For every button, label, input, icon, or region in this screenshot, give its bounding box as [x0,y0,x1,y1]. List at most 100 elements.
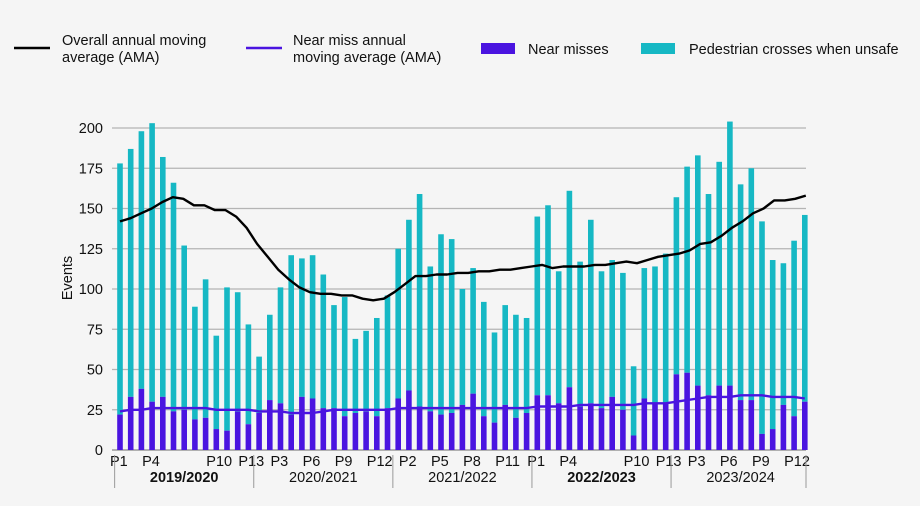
bar-pedestrian-crosses-unsafe [320,274,327,409]
x-tick-label: P9 [752,454,770,470]
legend-near-misses-swatch [481,43,515,54]
bar-near-misses [748,400,755,450]
bar-near-misses [737,400,744,450]
legend-near-misses-label: Near misses [528,42,609,58]
legend-pedestrian-label: Pedestrian crosses when unsafe [689,42,899,58]
legend-overall-ama-label: Overall annual moving average (AMA) [62,33,206,66]
bar-near-misses [577,406,583,450]
bar-near-misses [759,433,765,450]
bar-near-misses [566,387,573,450]
x-tick-label: P3 [688,454,706,470]
y-tick-label: 150 [79,202,103,218]
bar-near-misses [331,408,337,450]
y-tick-label: 0 [95,443,103,459]
bar-near-misses [673,374,680,450]
y-axis-ticks: 0 25 50 75 100 125 150 175 200 [79,121,103,459]
group-label: 2021/2022 [428,470,497,486]
bar-pedestrian-crosses-unsafe [341,297,348,417]
bar-near-misses [555,403,562,450]
bar-pedestrian-crosses-unsafe [652,266,658,404]
bar-pedestrian-crosses-unsafe [641,268,648,399]
bar-near-misses [427,411,434,450]
x-tick-label: P10 [206,454,232,470]
bar-pedestrian-crosses-unsafe [363,330,369,412]
legend-near-miss-ama-label: Near miss annual moving average (AMA) [293,33,441,66]
bars [117,121,808,450]
bar-pedestrian-crosses-unsafe [170,182,177,412]
bar-pedestrian-crosses-unsafe [769,260,776,430]
bar-pedestrian-crosses-unsafe [288,255,294,415]
bar-pedestrian-crosses-unsafe [406,219,412,391]
bar-pedestrian-crosses-unsafe [149,123,155,402]
x-tick-label: P13 [238,454,264,470]
bar-pedestrian-crosses-unsafe [545,205,551,396]
bar-pedestrian-crosses-unsafe [459,289,466,405]
bar-near-misses [320,408,327,450]
bar-near-misses [609,396,615,450]
bar-pedestrian-crosses-unsafe [138,131,145,389]
y-tick-label: 25 [87,403,103,419]
bar-near-misses [780,404,787,450]
bar-pedestrian-crosses-unsafe [662,253,669,404]
bar-pedestrian-crosses-unsafe [448,239,455,413]
bar-pedestrian-crosses-unsafe [534,216,541,396]
bar-near-misses [117,414,123,450]
bar-near-misses [588,403,594,450]
bar-pedestrian-crosses-unsafe [684,166,690,373]
bar-pedestrian-crosses-unsafe [277,287,284,404]
bar-pedestrian-crosses-unsafe [384,295,391,409]
bar-near-misses [705,395,712,450]
bar-near-misses [491,422,498,450]
bar-near-misses [481,416,487,450]
bar-near-misses [288,414,294,450]
bar-pedestrian-crosses-unsafe [737,184,744,401]
x-tick-label: P4 [142,454,160,470]
bar-near-misses [395,398,401,450]
bar-pedestrian-crosses-unsafe [791,240,797,417]
bar-near-misses [181,409,187,450]
bar-pedestrian-crosses-unsafe [438,234,444,415]
bar-near-misses [299,396,305,450]
bar-near-misses [384,408,391,450]
bar-near-misses [620,409,626,450]
bar-pedestrian-crosses-unsafe [224,287,230,431]
bar-near-misses [352,412,359,450]
x-tick-label: P5 [431,454,449,470]
bar-near-misses [802,401,808,450]
bar-pedestrian-crosses-unsafe [127,148,134,397]
x-tick-label: P12 [784,454,810,470]
legend-near-miss-ama-line1: Near miss annual [293,33,406,49]
bar-near-misses [213,429,220,450]
bar-near-misses [716,385,722,450]
bar-near-misses [406,390,412,450]
legend: Overall annual moving average (AMA) Near … [14,33,899,66]
bar-near-misses [534,395,541,450]
bar-near-misses [727,385,733,450]
bar-pedestrian-crosses-unsafe [748,168,755,401]
bar-pedestrian-crosses-unsafe [352,338,359,413]
y-tick-label: 200 [79,121,103,137]
bar-near-misses [224,430,230,450]
x-tick-label: P1 [110,454,128,470]
bar-pedestrian-crosses-unsafe [630,366,637,436]
x-tick-label: P2 [399,454,417,470]
bar-near-misses [502,404,508,450]
y-tick-label: 125 [79,242,103,258]
legend-near-miss-ama-line2: moving average (AMA) [293,50,441,66]
bar-pedestrian-crosses-unsafe [267,314,273,401]
bar-near-misses [652,403,658,450]
x-tick-label: P9 [335,454,353,470]
bar-near-misses [695,385,701,450]
bar-near-misses [138,388,145,450]
y-tick-label: 100 [79,282,103,298]
bar-pedestrian-crosses-unsafe [609,260,615,397]
bar-pedestrian-crosses-unsafe [513,314,519,418]
bar-near-misses [513,417,519,450]
bar-pedestrian-crosses-unsafe [759,221,765,434]
bar-near-misses [374,416,380,450]
x-tick-label: P11 [495,454,520,470]
bar-near-misses [459,404,466,450]
x-tick-label: P6 [303,454,321,470]
bar-pedestrian-crosses-unsafe [588,219,594,404]
